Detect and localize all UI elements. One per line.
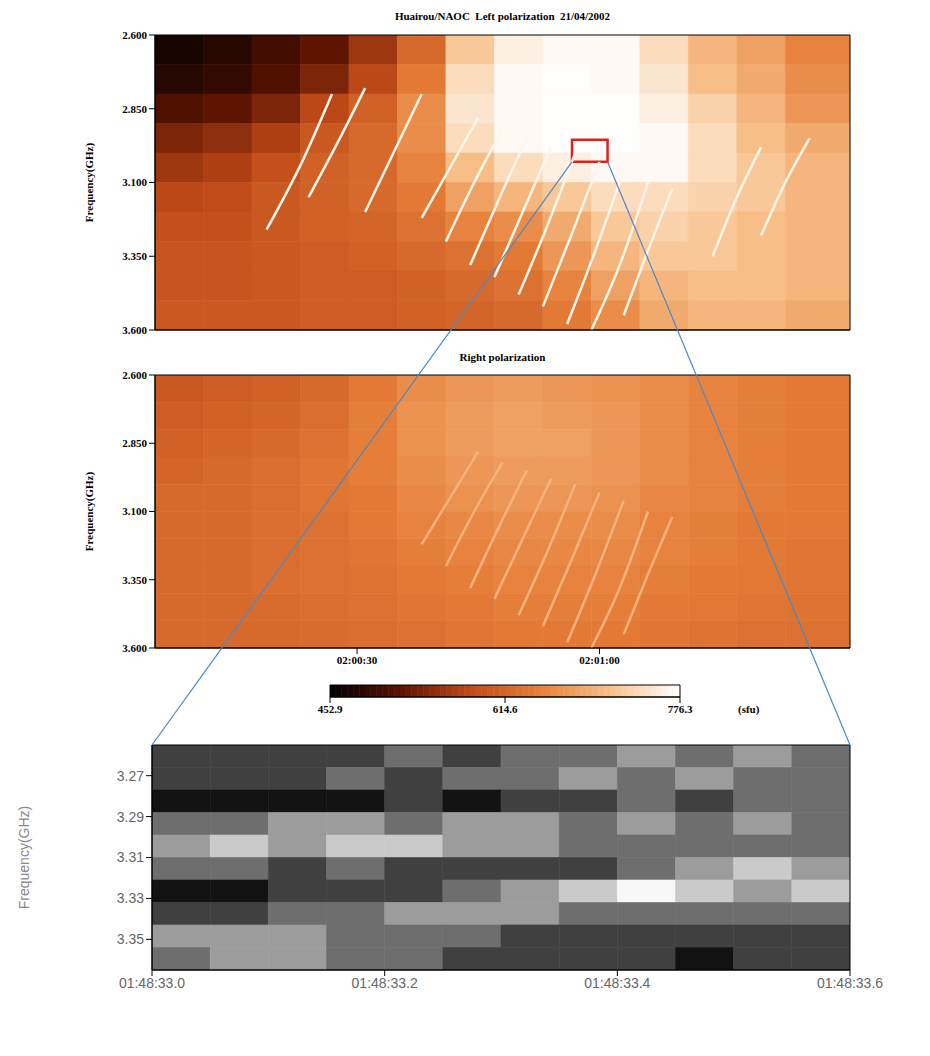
svg-text:Frequency(GHz): Frequency(GHz) <box>16 806 32 909</box>
svg-text:3.100: 3.100 <box>122 505 147 517</box>
svg-text:01:48:33.4: 01:48:33.4 <box>584 975 650 991</box>
svg-text:2.600: 2.600 <box>122 29 147 41</box>
svg-text:2.600: 2.600 <box>122 369 147 381</box>
svg-text:01:48:33.2: 01:48:33.2 <box>352 975 418 991</box>
svg-text:Frequency(GHz): Frequency(GHz) <box>83 143 96 223</box>
html-text:(sfu): (sfu) <box>738 703 760 715</box>
svg-text:3.600: 3.600 <box>122 642 147 654</box>
svg-text:3.350: 3.350 <box>122 250 147 262</box>
svg-text:3.35: 3.35 <box>117 931 144 947</box>
html-text:Huairou/NAOC Left polarization: Huairou/NAOC Left polarization 21/04/200… <box>394 10 611 22</box>
html-text:Right polarization: Right polarization <box>459 351 546 363</box>
svg-text:3.100: 3.100 <box>122 176 147 188</box>
svg-text:01:48:33.0: 01:48:33.0 <box>119 975 185 991</box>
svg-text:776.3: 776.3 <box>668 703 693 715</box>
svg-text:02:00:30: 02:00:30 <box>337 654 378 666</box>
svg-text:3.33: 3.33 <box>117 890 144 906</box>
svg-text:Frequency(GHz): Frequency(GHz) <box>83 472 96 552</box>
svg-text:3.27: 3.27 <box>117 768 144 784</box>
svg-text:614.6: 614.6 <box>493 703 518 715</box>
svg-text:01:48:33.6: 01:48:33.6 <box>817 975 883 991</box>
svg-text:2.850: 2.850 <box>122 103 147 115</box>
svg-text:02:01:00: 02:01:00 <box>579 654 620 666</box>
svg-text:3.600: 3.600 <box>122 324 147 336</box>
svg-text:452.9: 452.9 <box>318 703 343 715</box>
svg-text:3.31: 3.31 <box>117 849 144 865</box>
svg-text:3.350: 3.350 <box>122 574 147 586</box>
svg-text:2.850: 2.850 <box>122 437 147 449</box>
svg-text:3.29: 3.29 <box>117 809 144 825</box>
